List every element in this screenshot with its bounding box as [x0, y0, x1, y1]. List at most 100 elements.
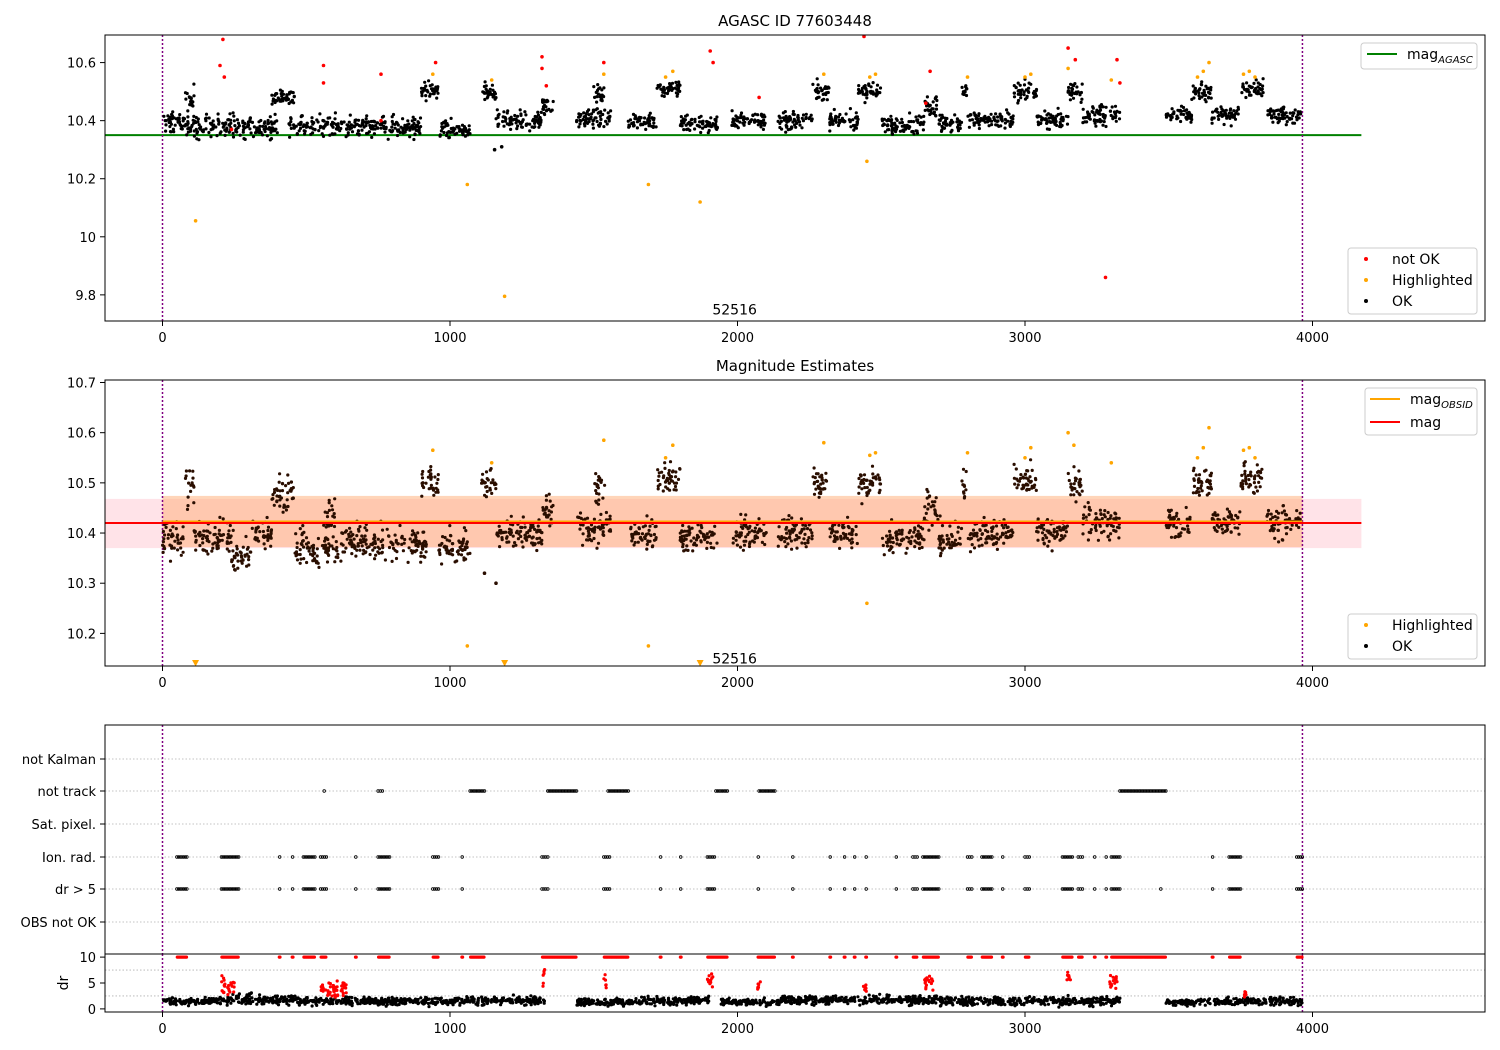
ok-point	[656, 468, 660, 472]
ok-point	[1273, 536, 1277, 541]
ok-point	[520, 125, 525, 129]
ok-point	[358, 548, 362, 552]
ok-point	[207, 130, 211, 135]
ok-point	[913, 527, 917, 532]
ok-point	[316, 561, 320, 565]
ok-point	[292, 101, 296, 105]
ok-point	[865, 96, 869, 100]
ok-point	[1106, 517, 1110, 522]
ok-point	[535, 537, 539, 541]
ok-point	[1113, 104, 1118, 108]
ok-point	[925, 104, 929, 108]
ok-point	[837, 121, 842, 125]
ok-point	[493, 90, 497, 94]
ok-point	[942, 546, 946, 550]
ok-point	[415, 542, 419, 546]
ok-point	[249, 550, 253, 554]
ok-point	[269, 128, 273, 132]
ok-point	[665, 91, 670, 96]
ok-point	[1002, 541, 1006, 545]
ok-point	[348, 127, 352, 131]
ok-point	[800, 541, 804, 545]
ok-point	[499, 145, 504, 149]
ok-point	[1191, 469, 1196, 473]
ok-point	[411, 529, 415, 533]
ok-point	[656, 478, 660, 483]
ok-point	[687, 533, 691, 537]
ok-point	[407, 546, 411, 550]
ok-point	[1079, 483, 1083, 487]
ok-point	[753, 530, 757, 534]
ok-point	[973, 121, 978, 125]
ok-point	[758, 121, 762, 125]
ok-point	[320, 132, 324, 136]
ok-point	[331, 535, 335, 539]
ok-point	[311, 559, 315, 563]
ok-point	[912, 132, 916, 136]
ok-point	[689, 539, 693, 543]
ok-point	[704, 536, 708, 540]
ok-point	[411, 115, 415, 119]
highlighted-point	[1066, 66, 1070, 71]
ok-point	[1079, 90, 1083, 95]
ok-point	[231, 135, 236, 139]
ok-point	[376, 545, 380, 549]
highlighted-point	[502, 294, 507, 299]
ok-point	[855, 115, 860, 119]
ok-point	[455, 125, 459, 129]
ok-point	[361, 120, 365, 124]
ok-point	[1220, 527, 1224, 531]
ok-point	[977, 112, 981, 116]
ok-point	[1086, 113, 1090, 117]
highlighted-point	[1023, 75, 1027, 79]
ok-point	[633, 117, 637, 121]
ok-point	[1033, 483, 1037, 487]
ok-point	[1199, 484, 1203, 488]
ok-point	[315, 547, 319, 551]
ok-point	[327, 498, 331, 502]
ok-point	[656, 487, 660, 491]
ok-point	[544, 498, 549, 502]
ok-point	[931, 100, 935, 104]
ok-point	[804, 524, 808, 528]
ok-point	[1008, 123, 1012, 127]
ok-point	[275, 488, 280, 492]
ok-point	[547, 492, 551, 496]
ok-point	[330, 132, 334, 136]
ok-point	[373, 557, 377, 561]
ok-point	[687, 525, 691, 529]
ok-point	[168, 125, 172, 129]
ok-point	[938, 514, 942, 518]
ok-point	[192, 129, 196, 133]
ok-point	[254, 538, 258, 542]
ok-point	[875, 88, 879, 92]
ok-point	[420, 94, 424, 98]
ok-point	[1072, 482, 1076, 486]
ok-point	[507, 540, 511, 544]
ok-point	[1236, 105, 1240, 109]
ok-point	[1192, 484, 1197, 488]
agasc-line-legend: magAGASC	[1360, 42, 1478, 70]
ok-point	[699, 531, 703, 535]
ok-point	[485, 96, 489, 100]
ok-point	[947, 537, 951, 541]
ok-point	[858, 91, 862, 95]
ok-point	[627, 123, 631, 127]
ok-point	[218, 1001, 222, 1005]
ok-point	[294, 124, 298, 128]
ok-point	[709, 533, 714, 537]
ok-point	[1244, 475, 1248, 479]
ok-point	[987, 124, 991, 128]
ok-point	[521, 545, 525, 549]
highlighted-point	[431, 448, 435, 453]
ok-point	[706, 131, 710, 135]
ok-point	[369, 119, 373, 124]
ok-point	[650, 124, 654, 128]
ok-point	[387, 534, 391, 538]
ok-point	[416, 120, 420, 124]
ok-point	[1014, 85, 1018, 89]
ok-point	[201, 548, 205, 552]
ok-point	[278, 504, 282, 508]
ok-point	[168, 120, 173, 124]
ok-point	[578, 114, 582, 118]
